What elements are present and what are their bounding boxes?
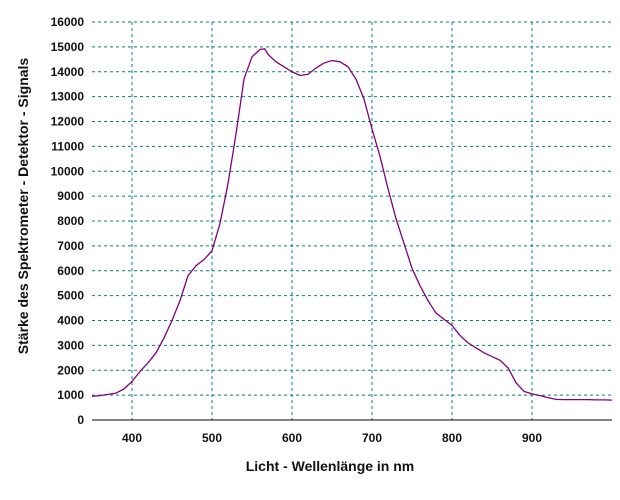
x-axis-label: Licht - Wellenlänge in nm — [246, 458, 415, 474]
x-tick-label: 400 — [122, 431, 142, 445]
x-tick-label: 700 — [362, 431, 382, 445]
y-tick-label: 4000 — [57, 314, 84, 328]
y-tick-label: 10000 — [51, 164, 85, 178]
series-line — [91, 48, 613, 401]
y-axis-label: Stärke des Spektrometer - Detektor - Sig… — [15, 58, 31, 355]
x-tick-label: 900 — [522, 431, 542, 445]
y-tick-label: 7000 — [57, 239, 84, 253]
y-tick-label: 0 — [77, 413, 84, 427]
y-tick-label: 16000 — [51, 15, 85, 29]
x-tick-label: 500 — [202, 431, 222, 445]
y-tick-label: 12000 — [51, 115, 85, 129]
x-tick-label: 800 — [442, 431, 462, 445]
y-tick-label: 11000 — [51, 139, 84, 153]
y-tick-label: 8000 — [57, 214, 84, 228]
y-tick-label: 13000 — [51, 90, 85, 104]
y-tick-label: 15000 — [51, 40, 85, 54]
y-tick-label: 3000 — [57, 338, 84, 352]
y-tick-label: 5000 — [57, 289, 84, 303]
y-tick-label: 2000 — [57, 363, 84, 377]
y-tick-label: 6000 — [57, 264, 84, 278]
grid-lines — [92, 21, 612, 420]
y-tick-label: 1000 — [57, 388, 84, 402]
tick-labels: 0 1000 2000 3000 4000 5000 6000 7000 8000 9000 100… — [51, 15, 543, 445]
x-tick-label: 600 — [282, 431, 302, 445]
y-tick-label: 9000 — [57, 189, 84, 203]
y-tick-label: 14000 — [51, 65, 85, 79]
